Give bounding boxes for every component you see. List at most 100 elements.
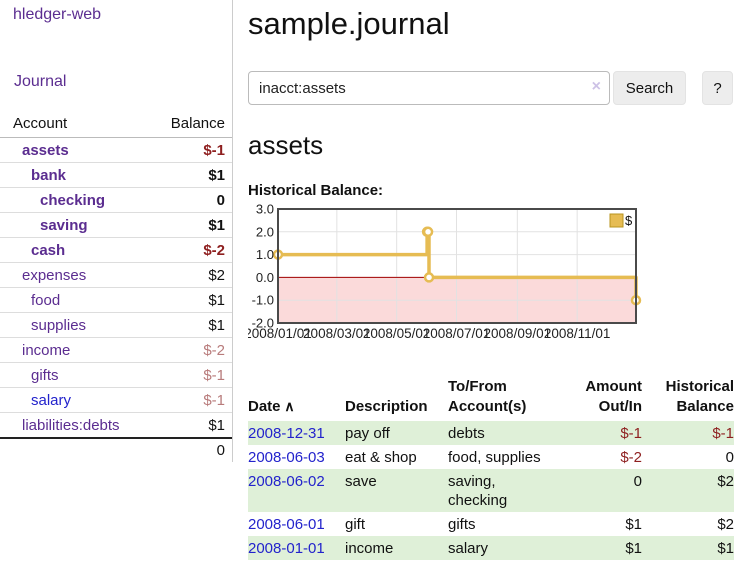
search-button[interactable]: Search [613, 71, 686, 105]
svg-text:3.0: 3.0 [256, 204, 274, 217]
accounts-cell: saving, checking [448, 469, 552, 512]
account-link[interactable]: gifts [31, 366, 59, 385]
sidebar-account-row: assets $-1 [0, 138, 232, 163]
svg-text:2.0: 2.0 [256, 224, 274, 239]
transaction-date-link[interactable]: 2008-01-01 [248, 540, 325, 557]
account-link[interactable]: checking [40, 191, 105, 210]
transaction-date-link[interactable]: 2008-06-01 [248, 516, 325, 533]
account-balance: $-2 [203, 341, 225, 360]
transaction-row[interactable]: 2008-06-02savesaving, checking0$2 [248, 469, 734, 512]
register-column-header: HistoricalBalance [642, 377, 734, 421]
sidebar-account-row: cash $-2 [0, 238, 232, 263]
amount-cell: $-2 [552, 445, 642, 469]
register-column-header[interactable]: Date ∧ [248, 377, 345, 421]
account-link[interactable]: bank [31, 166, 66, 185]
transaction-row[interactable]: 2008-06-01 giftgifts$1$2 [248, 512, 734, 536]
historical-balance-chart: $3.02.01.00.0-1.0-2.02008/01/012008/03/0… [248, 204, 735, 351]
chart-canvas: $3.02.01.00.0-1.0-2.02008/01/012008/03/0… [248, 204, 735, 346]
balance-cell: $1 [642, 536, 734, 560]
sidebar-account-row: liabilities:debts $1 [0, 413, 232, 437]
main-content: sample.journal × Search ? assets Histori… [248, 0, 735, 560]
description-cell: pay off [345, 421, 448, 445]
clear-search-icon[interactable]: × [592, 79, 601, 95]
date-cell[interactable]: 2008-06-03 [248, 445, 345, 469]
transaction-date-link[interactable]: 2008-06-02 [248, 473, 325, 490]
account-balance: $-1 [203, 141, 225, 160]
sidebar-item-journal[interactable]: Journal [14, 73, 232, 91]
account-link[interactable]: salary [31, 391, 71, 410]
account-link[interactable]: income [22, 341, 70, 360]
amount-cell: $1 [552, 536, 642, 560]
description-cell: save [345, 469, 448, 512]
sort-asc-icon: ∧ [281, 398, 295, 414]
account-balance: $1 [208, 166, 225, 185]
accounts-cell: salary [448, 536, 552, 560]
sidebar-account-row: salary $-1 [0, 388, 232, 413]
svg-text:2008/03/01: 2008/03/01 [303, 326, 371, 341]
account-balance: $-1 [203, 391, 225, 410]
search-input[interactable] [248, 71, 610, 105]
svg-text:2008/11/01: 2008/11/01 [544, 326, 611, 341]
accounts-cell: food, supplies [448, 445, 552, 469]
date-cell[interactable]: 2008-12-31 [248, 421, 345, 445]
accounts-table-header: Account Balance [0, 111, 232, 138]
account-link[interactable]: cash [31, 241, 65, 260]
account-link[interactable]: assets [22, 141, 69, 160]
register-column-header: AmountOut/In [552, 377, 642, 421]
sidebar-account-row: supplies $1 [0, 313, 232, 338]
account-balance: $1 [208, 291, 225, 310]
sidebar-account-row: expenses $2 [0, 263, 232, 288]
chart-title: Historical Balance: [248, 182, 735, 199]
account-link[interactable]: food [31, 291, 60, 310]
sidebar-account-row: checking 0 [0, 188, 232, 213]
register-header-row: Date ∧DescriptionTo/FromAccount(s)Amount… [248, 377, 734, 421]
account-balance: $2 [208, 266, 225, 285]
sidebar: hledger-web Journal Account Balance asse… [0, 0, 233, 462]
transaction-date-link[interactable]: 2008-06-03 [248, 449, 325, 466]
register-column-header: To/FromAccount(s) [448, 377, 552, 421]
account-link[interactable]: liabilities:debts [22, 416, 120, 435]
account-link[interactable]: supplies [31, 316, 86, 335]
date-cell[interactable]: 2008-06-01 [248, 512, 345, 536]
sidebar-account-row: saving$1 [0, 213, 232, 238]
description-cell: eat & shop [345, 445, 448, 469]
account-balance: $1 [208, 416, 225, 435]
account-heading: assets [248, 130, 735, 161]
account-balance: 0 [217, 191, 225, 210]
balance-cell: $2 [642, 512, 734, 536]
svg-text:-1.0: -1.0 [252, 293, 274, 308]
brand-link[interactable]: hledger-web [13, 6, 232, 24]
account-link[interactable]: expenses [22, 266, 86, 285]
sidebar-account-row: gifts $-1 [0, 363, 232, 388]
svg-text:1.0: 1.0 [256, 247, 274, 262]
accounts-total: 0 [0, 437, 232, 462]
description-cell: income [345, 536, 448, 560]
date-cell[interactable]: 2008-06-02 [248, 469, 345, 512]
accounts-cell: gifts [448, 512, 552, 536]
balance-cell: 0 [642, 445, 734, 469]
page-title: sample.journal [248, 6, 735, 42]
account-balance: $-1 [203, 366, 225, 385]
account-link[interactable]: saving [40, 216, 88, 235]
transaction-date-link[interactable]: 2008-12-31 [248, 425, 325, 442]
sidebar-account-row: food $1 [0, 288, 232, 313]
transaction-row[interactable]: 2008-06-03 eat & shopfood, supplies$-20 [248, 445, 734, 469]
description-cell: gift [345, 512, 448, 536]
register-table: Date ∧DescriptionTo/FromAccount(s)Amount… [248, 377, 734, 560]
balance-cell: $-1 [642, 421, 734, 445]
date-cell[interactable]: 2008-01-01 [248, 536, 345, 560]
svg-text:2008/07/01: 2008/07/01 [423, 326, 491, 341]
amount-cell: $1 [552, 512, 642, 536]
transaction-row[interactable]: 2008-12-31pay offdebts$-1$-1 [248, 421, 734, 445]
accounts-cell: debts [448, 421, 552, 445]
svg-text:0.0: 0.0 [256, 270, 274, 285]
accounts-list: assets$-1bank$1checking0saving$1cash$-2e… [0, 138, 232, 437]
register-column-header: Description [345, 377, 448, 421]
amount-cell: 0 [552, 469, 642, 512]
account-balance: $-2 [203, 241, 225, 260]
account-balance: $1 [208, 316, 225, 335]
help-button[interactable]: ? [702, 71, 733, 105]
accounts-table: Account Balance assets $-1 bank $1 checking 0… [0, 111, 232, 462]
sidebar-account-row: income $-2 [0, 338, 232, 363]
transaction-row[interactable]: 2008-01-01incomesalary$1$1 [248, 536, 734, 560]
